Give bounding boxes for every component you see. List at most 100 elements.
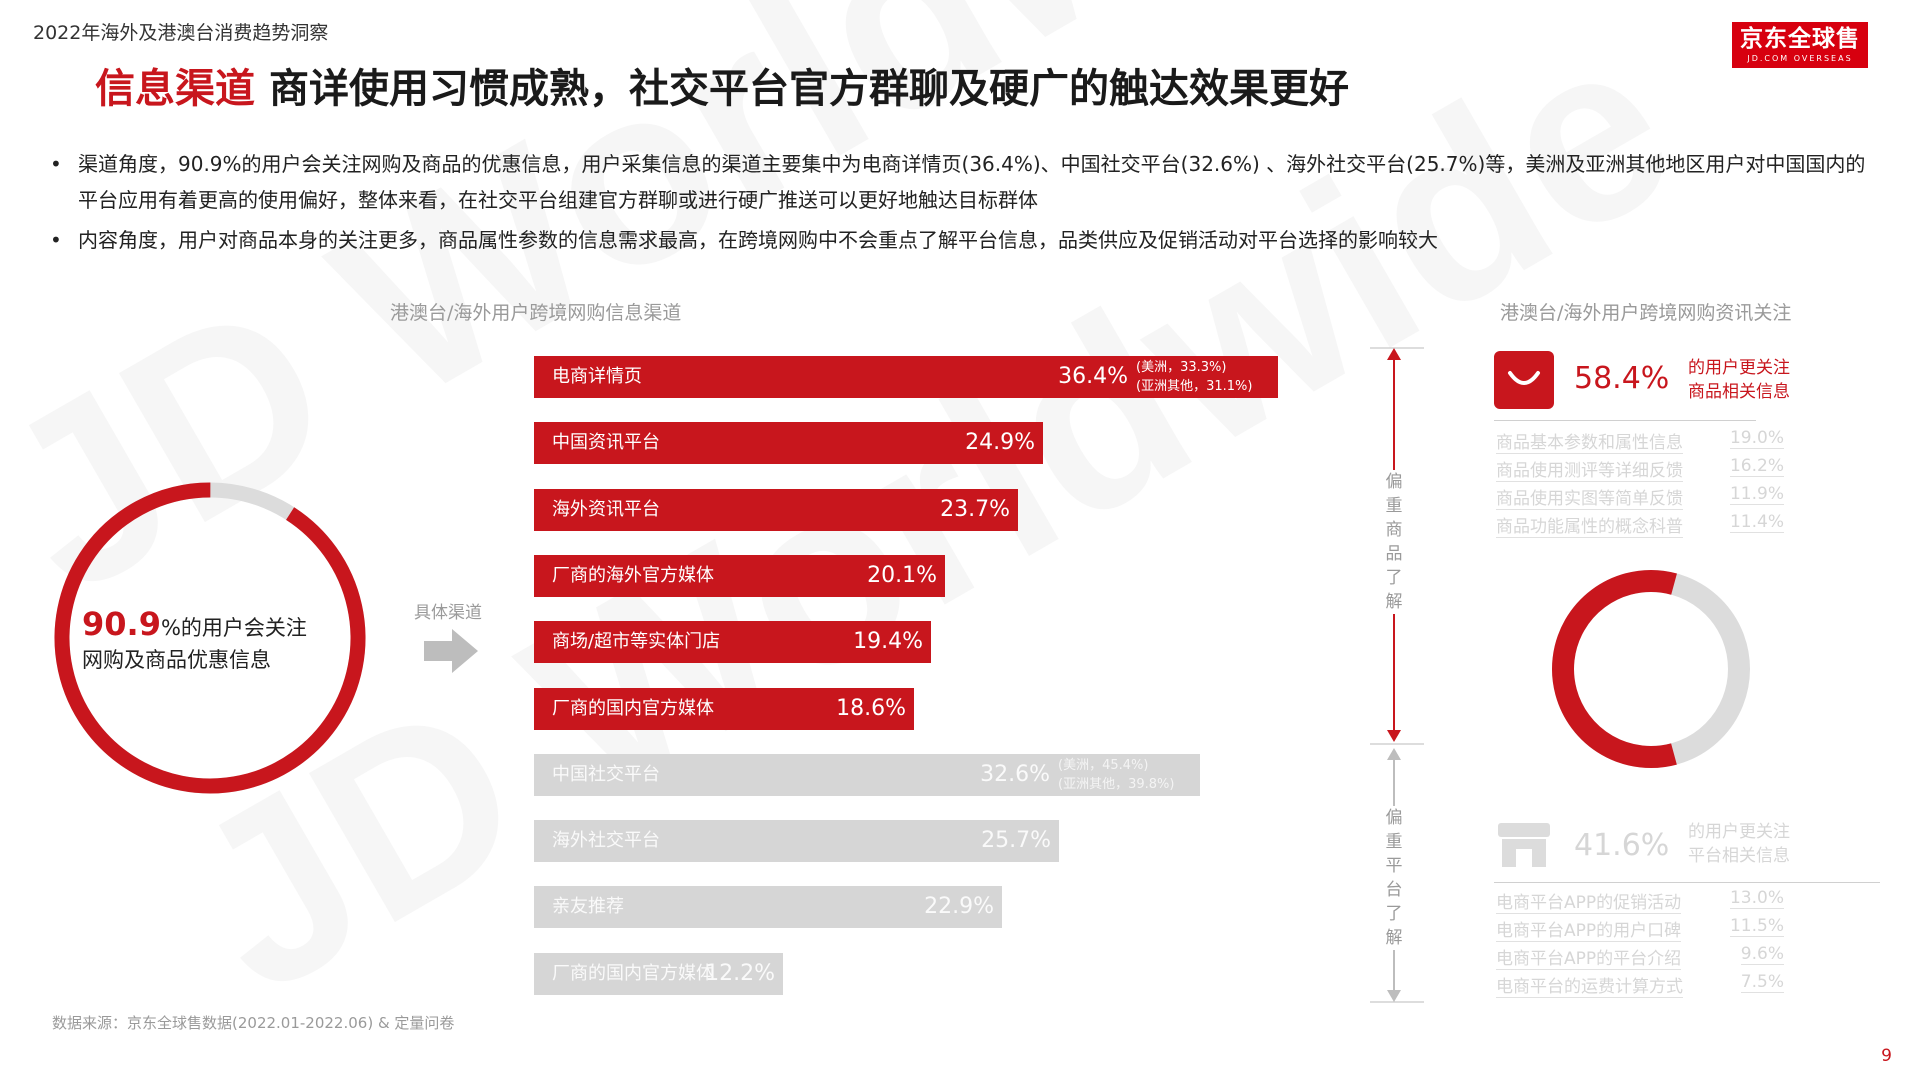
channel-bar: 中国社交平台 32.6% (美洲，45.4%) (亚洲其他，39.8%) xyxy=(534,753,1200,796)
bar-value-label: 12.2% xyxy=(705,960,775,986)
bullet-text: 内容角度，用户对商品本身的关注更多，商品属性参数的信息需求最高，在跨境网购中不会… xyxy=(78,228,1438,252)
bullet-dot: • xyxy=(50,152,62,176)
platform-pct: 41.6% xyxy=(1574,828,1670,863)
detail-row-value: 7.5% xyxy=(1740,972,1784,993)
detail-row-label: 商品功能属性的概念科普 xyxy=(1496,512,1683,538)
donut-big-number: 90.9 xyxy=(82,605,161,643)
bar-value-label: 23.7% xyxy=(940,496,1010,522)
bar-region-note: (亚洲其他，31.1%) xyxy=(1136,379,1253,394)
attention-donut-chart xyxy=(54,482,366,794)
donut-after-number: %的用户会关注 xyxy=(160,616,307,640)
store-icon xyxy=(1498,823,1550,867)
detail-row-value: 11.5% xyxy=(1729,916,1784,937)
channel-bar: 厂商的国内官方媒体 12.2% xyxy=(534,952,783,995)
detail-row-label: 商品基本参数和属性信息 xyxy=(1496,428,1683,454)
detail-row: 商品基本参数和属性信息 19.0% xyxy=(1496,428,1784,456)
platform-desc-line2: 平台相关信息 xyxy=(1688,846,1790,866)
product-divider xyxy=(1494,420,1756,421)
axis-arrow-down-red xyxy=(1387,730,1401,742)
page-number: 9 xyxy=(1881,1046,1892,1066)
detail-row-label: 商品使用测评等详细反馈 xyxy=(1496,456,1683,482)
bar-category-label: 亲友推荐 xyxy=(552,896,624,918)
bar-category-label: 中国资讯平台 xyxy=(552,432,660,454)
platform-divider xyxy=(1494,882,1880,883)
brand-logo: 京东全球售 JD.COM OVERSEAS xyxy=(1732,22,1868,68)
bar-value-label: 20.1% xyxy=(867,562,937,588)
vertical-label-product: 偏重商品了解 xyxy=(1384,470,1404,614)
channel-bar: 中国资讯平台 24.9% xyxy=(534,422,1043,465)
product-desc: 的用户更关注 商品相关信息 xyxy=(1688,356,1790,404)
detail-row: 商品功能属性的概念科普 11.4% xyxy=(1496,512,1784,540)
detail-row-value: 11.4% xyxy=(1729,512,1784,533)
detail-row: 电商平台APP的促销活动 13.0% xyxy=(1496,888,1784,916)
vertical-label-platform: 偏重平台了解 xyxy=(1384,806,1404,950)
bar-region-notes: (美洲，45.4%) (亚洲其他，39.8%) xyxy=(1058,756,1174,794)
channel-bar: 海外资讯平台 23.7% xyxy=(534,488,1018,531)
bullet-content: • 内容角度，用户对商品本身的关注更多，商品属性参数的信息需求最高，在跨境网购中… xyxy=(50,222,1870,258)
detail-row-label: 电商平台APP的用户口碑 xyxy=(1496,916,1682,942)
channel-bar-chart: 电商详情页 36.4% (美洲，33.3%) (亚洲其他，31.1%) 中国资讯平台 24… xyxy=(534,356,1294,1006)
bar-value-label: 25.7% xyxy=(981,828,1051,854)
donut-arc-attention xyxy=(54,482,366,794)
axis-arrow-up-grey xyxy=(1387,748,1401,760)
platform-desc: 的用户更关注 平台相关信息 xyxy=(1688,820,1790,868)
channel-bar: 厂商的海外官方媒体 20.1% xyxy=(534,554,945,597)
focus-donut-arc-product xyxy=(1552,570,1750,768)
detail-row: 电商平台APP的用户口碑 11.5% xyxy=(1496,916,1784,944)
title-highlight: 信息渠道 xyxy=(95,66,255,112)
channel-bar: 海外社交平台 25.7% xyxy=(534,820,1059,863)
bar-value-label: 24.9% xyxy=(965,430,1035,456)
channel-bar: 电商详情页 36.4% (美洲，33.3%) (亚洲其他，31.1%) xyxy=(534,356,1278,398)
product-pct: 58.4% xyxy=(1574,361,1670,396)
bar-category-label: 海外社交平台 xyxy=(552,830,660,852)
bar-region-note: (亚洲其他，39.8%) xyxy=(1058,776,1175,792)
detail-row: 商品使用测评等详细反馈 16.2% xyxy=(1496,456,1784,484)
bar-value-label: 36.4% xyxy=(1058,364,1128,389)
logo-main-text: 京东全球售 xyxy=(1740,26,1860,52)
focus-donut-chart xyxy=(1552,570,1750,768)
product-desc-line2: 商品相关信息 xyxy=(1688,382,1790,402)
donut-line2: 网购及商品优惠信息 xyxy=(82,648,271,672)
bar-category-label: 厂商的国内官方媒体 xyxy=(552,697,714,719)
bullet-text: 渠道角度，90.9%的用户会关注网购及商品的优惠信息，用户采集信息的渠道主要集中… xyxy=(78,152,1866,212)
detail-row: 商品使用实图等简单反馈 11.9% xyxy=(1496,484,1784,512)
detail-row-value: 13.0% xyxy=(1729,888,1784,909)
bar-value-label: 32.6% xyxy=(980,761,1050,787)
bullet-dot: • xyxy=(50,228,62,252)
detail-row-label: 电商平台APP的平台介绍 xyxy=(1496,944,1682,970)
bar-region-note: (美洲，45.4%) xyxy=(1058,757,1149,773)
right-panel-title: 港澳台/海外用户跨境网购资讯关注 xyxy=(1500,302,1792,324)
logo-sub-text: JD.COM OVERSEAS xyxy=(1747,54,1853,63)
bar-category-label: 商场/超市等实体门店 xyxy=(552,631,721,653)
bar-category-label: 中国社交平台 xyxy=(552,763,660,785)
title-main: 商详使用习惯成熟，社交平台官方群聊及硬广的触达效果更好 xyxy=(269,66,1349,112)
shopping-bag-icon xyxy=(1494,351,1554,409)
detail-row-label: 电商平台的运费计算方式 xyxy=(1496,972,1683,998)
detail-row-value: 11.9% xyxy=(1729,484,1784,505)
product-desc-line1: 的用户更关注 xyxy=(1688,358,1790,378)
channel-bar: 商场/超市等实体门店 19.4% xyxy=(534,621,931,664)
detail-row-value: 16.2% xyxy=(1729,456,1784,477)
channel-bar: 厂商的国内官方媒体 18.6% xyxy=(534,687,914,730)
bar-category-label: 厂商的国内官方媒体 xyxy=(552,962,714,984)
axis-arrow-down-grey xyxy=(1387,990,1401,1002)
detail-row-value: 9.6% xyxy=(1740,944,1784,965)
bar-value-label: 18.6% xyxy=(836,695,906,721)
bar-region-notes: (美洲，33.3%) (亚洲其他，31.1%) xyxy=(1136,358,1252,396)
platform-desc-line1: 的用户更关注 xyxy=(1688,822,1790,842)
arrow-label: 具体渠道 xyxy=(414,603,482,623)
right-arrow-icon xyxy=(424,629,478,673)
bar-category-label: 海外资讯平台 xyxy=(552,498,660,520)
bar-category-label: 电商详情页 xyxy=(552,366,642,387)
detail-row-label: 商品使用实图等简单反馈 xyxy=(1496,484,1683,510)
bar-region-note: (美洲，33.3%) xyxy=(1136,360,1227,375)
detail-row: 电商平台APP的平台介绍 9.6% xyxy=(1496,944,1784,972)
page-title: 信息渠道 商详使用习惯成熟，社交平台官方群聊及硬广的触达效果更好 xyxy=(95,56,1349,114)
report-label: 2022年海外及港澳台消费趋势洞察 xyxy=(33,22,329,44)
bullet-channel: • 渠道角度，90.9%的用户会关注网购及商品的优惠信息，用户采集信息的渠道主要… xyxy=(50,146,1870,218)
donut-center-text: 90.9%的用户会关注 网购及商品优惠信息 xyxy=(82,608,372,676)
detail-row-label: 电商平台APP的促销活动 xyxy=(1496,888,1682,914)
detail-row: 电商平台的运费计算方式 7.5% xyxy=(1496,972,1784,1000)
chart-title: 港澳台/海外用户跨境网购信息渠道 xyxy=(390,302,682,324)
bar-category-label: 厂商的海外官方媒体 xyxy=(552,564,714,586)
